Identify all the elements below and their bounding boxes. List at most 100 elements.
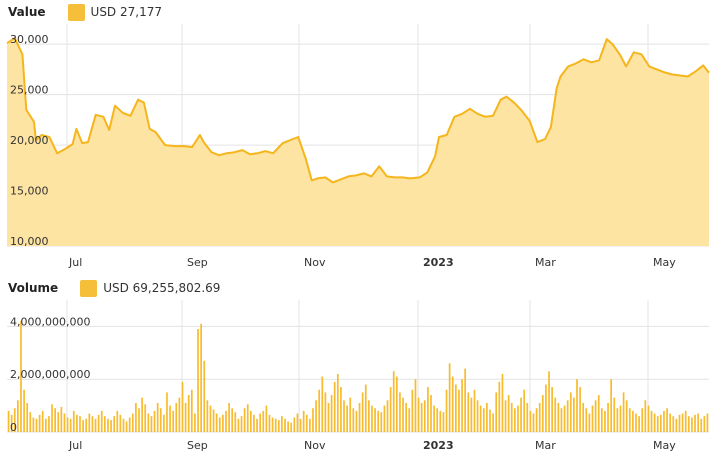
volume-bar [482,408,485,432]
volume-bar [116,410,119,432]
volume-bar [678,414,681,432]
volume-bar [498,381,501,432]
volume-bar [473,389,476,432]
value-x-tick-label: Nov [304,256,326,269]
volume-bar [256,418,258,432]
volume-bar [82,420,84,432]
volume-bar [635,413,637,432]
volume-bar [423,400,426,432]
volume-bar [144,404,147,432]
value-y-tick-label: 25,000 [10,84,49,97]
volume-bar [215,413,218,432]
volume-bar [97,414,100,432]
volume-bar [458,389,460,432]
volume-bar [703,416,706,432]
value-area [7,38,709,246]
volume-panel-title: Volume [8,281,59,295]
value-legend-text: USD 27,177 [90,5,162,19]
volume-bar [131,413,134,432]
volume-bar [172,410,175,432]
volume-bar [616,408,619,432]
value-y-tick-label: 15,000 [10,185,49,198]
volume-bar [517,405,519,432]
value-legend: Value USD 27,177 [8,2,162,22]
volume-bar [408,408,411,432]
volume-bar [51,404,53,432]
volume-bar [169,405,171,432]
volume-bar [321,376,324,432]
volume-bar [445,389,448,432]
value-y-tick-label: 10,000 [10,235,49,248]
volume-bar [17,400,19,432]
volume-bar [514,408,516,432]
volume-bar [333,381,336,432]
volume-bar [656,416,659,432]
volume-bar [560,408,563,432]
volume-bar [619,405,622,432]
volume-bar [594,400,597,432]
value-legend-swatch[interactable] [67,3,85,21]
volume-bar [324,392,327,432]
volume-bar [402,397,404,432]
volume-bar [262,410,265,432]
volume-bar [222,414,224,432]
volume-bar [159,408,162,432]
volume-bar [277,420,280,432]
volume-bar [72,410,75,432]
volume-bar [377,410,380,432]
volume-bar [315,400,317,432]
volume-bar [392,371,395,432]
volume-bar [346,405,348,432]
volume-bar [290,422,293,432]
volume-bar [628,408,631,432]
volume-bar [135,402,137,432]
volume-bar [535,408,538,432]
value-panel-title: Value [8,5,46,19]
volume-bar [492,413,494,432]
volume-bar [7,410,10,432]
volume-bar [529,410,532,432]
volume-bar [706,413,709,432]
volume-bar [209,405,212,432]
volume-legend-swatch[interactable] [80,279,98,297]
volume-bar [461,379,463,432]
volume-bar [147,413,150,432]
volume-bar [523,389,526,432]
value-line [6,37,710,184]
volume-bar [576,379,578,432]
volume-bar [103,416,106,432]
volume-bar [184,402,187,432]
volume-bar [309,418,311,432]
volume-bar [504,400,507,432]
volume-bar [48,416,50,432]
volume-bar [110,420,112,432]
volume-bar [237,418,240,432]
volume-bar [573,397,575,432]
value-y-tick-label: 20,000 [10,134,49,147]
volume-x-tick-label: Nov [304,439,326,452]
volume-bar [489,409,491,432]
volume-bar [318,389,321,432]
volume-bar [175,402,178,432]
volume-bar [613,397,616,432]
volume-bar [243,408,246,432]
volume-bar [44,418,47,432]
volume-bar [299,418,302,432]
volume-bar [26,402,29,432]
volume-bar [632,410,634,432]
volume-bar [507,395,510,432]
volume-bar [501,373,504,432]
volume-bar [439,410,442,432]
volume-bar [607,402,609,432]
volume-bar [271,417,274,432]
volume-bar [470,397,473,432]
volume-bar [340,387,342,432]
volume-x-tick-label: Mar [535,439,556,452]
volume-bar [541,395,544,432]
volume-bar [91,416,94,432]
volume-bar [231,408,234,432]
value-y-tick-label: 30,000 [10,33,49,46]
volume-bar [253,414,255,432]
volume-bar [203,360,206,432]
